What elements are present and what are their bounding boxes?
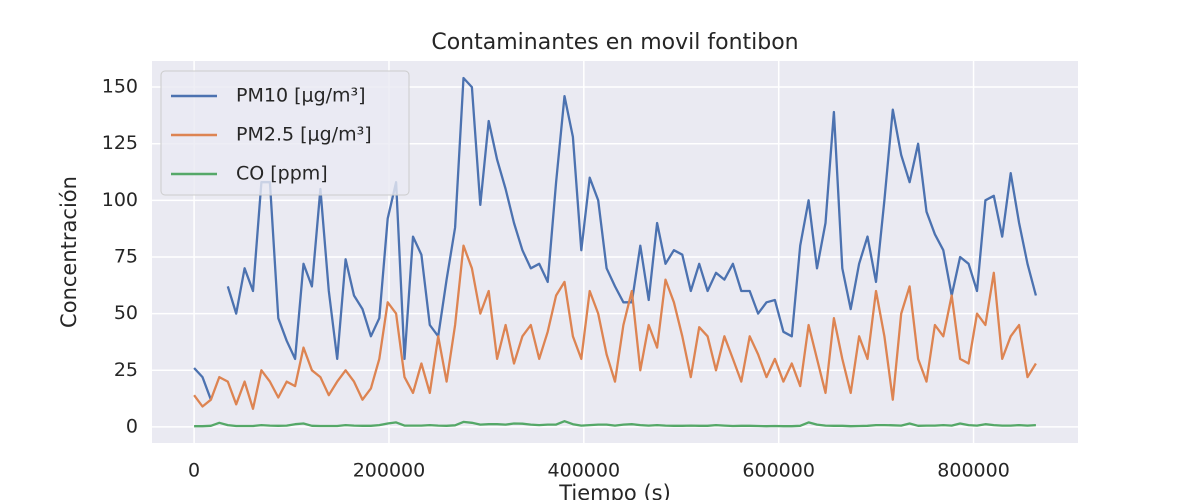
legend-label: PM2.5 [μg/m³] xyxy=(236,124,372,146)
legend-label: CO [ppm] xyxy=(236,163,328,185)
x-tick-label: 600000 xyxy=(742,460,815,482)
y-tick-label: 25 xyxy=(114,359,138,381)
x-tick-label: 800000 xyxy=(937,460,1010,482)
legend-frame xyxy=(160,70,410,196)
x-tick-label: 200000 xyxy=(353,460,426,482)
y-tick-label: 125 xyxy=(102,132,138,154)
data-line xyxy=(193,76,1038,401)
labels: 0 25 50 75 100 125 150 0 200000 400000 600000 80000… xyxy=(102,76,1010,482)
y-axis-label: Concentración xyxy=(57,176,81,328)
y-tick-label: 50 xyxy=(114,302,138,324)
x-tick-label: 400000 xyxy=(548,460,621,482)
x-axis-label: Tiempo (s) xyxy=(558,481,671,500)
chart-title: Contaminantes en movil fontibon xyxy=(431,30,798,55)
data-line xyxy=(194,420,1036,428)
y-tick-label: 150 xyxy=(102,76,138,98)
y-tick-label: 100 xyxy=(102,189,138,211)
legend: PM10 [μg/m³] PM2.5 [μg/m³] CO [ppm] xyxy=(160,70,410,196)
y-tick-label: 75 xyxy=(114,245,138,267)
data-line xyxy=(193,244,1037,410)
x-tick-label: 0 xyxy=(188,460,200,482)
lines xyxy=(193,76,1038,428)
y-tick-label: 0 xyxy=(126,415,138,437)
legend-label: PM10 [μg/m³] xyxy=(236,85,366,107)
